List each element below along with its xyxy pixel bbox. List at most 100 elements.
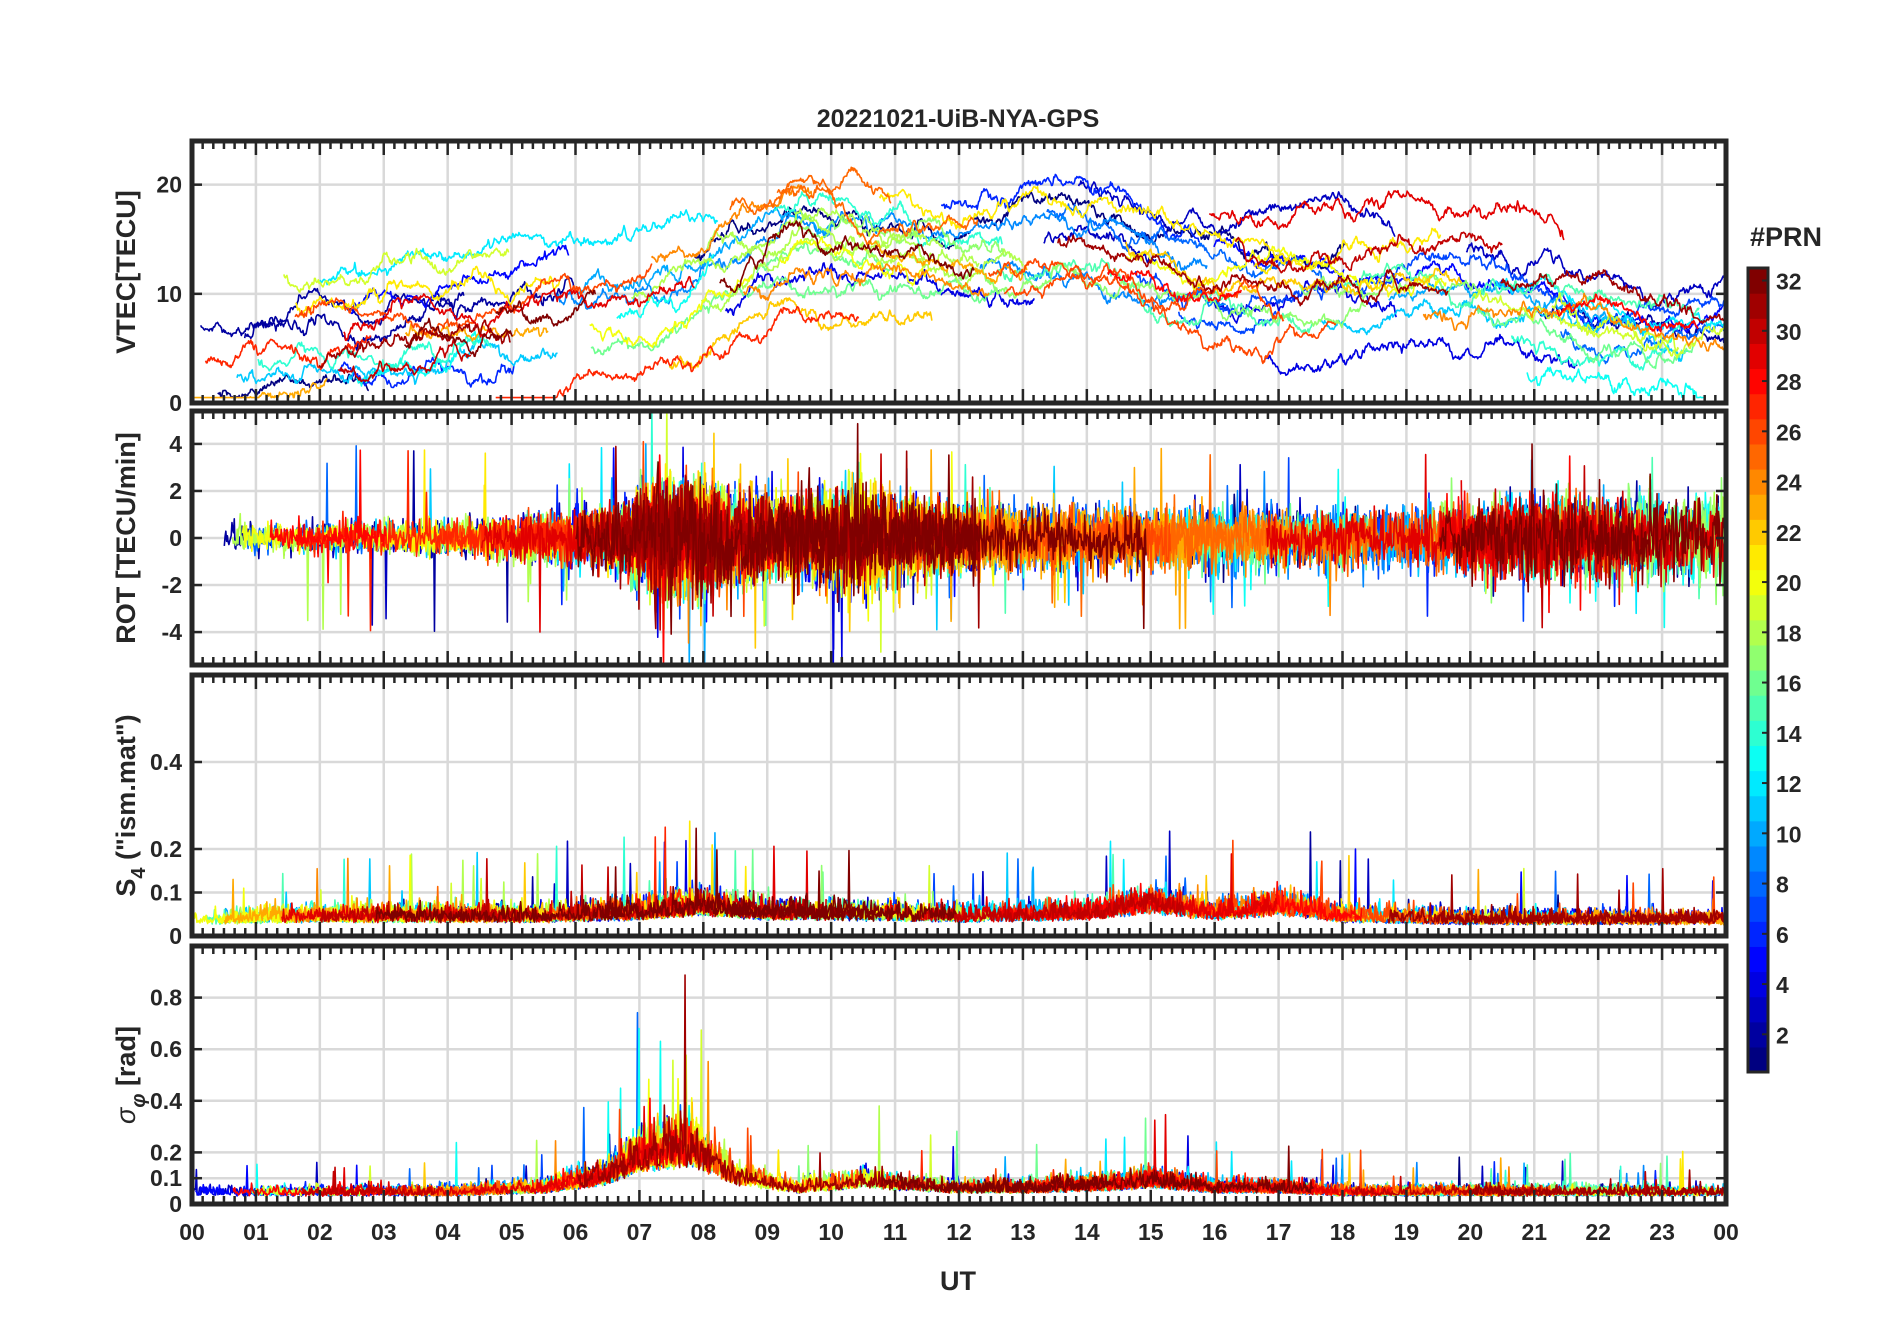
colorbar-swatch	[1748, 443, 1768, 470]
panel-sigma_phi-traces	[192, 974, 1726, 1198]
colorbar-swatch	[1748, 745, 1768, 772]
colorbar-tick-label: 4	[1776, 972, 1789, 998]
panel-rot-traces	[223, 411, 1726, 665]
colorbar-swatch	[1748, 720, 1768, 746]
trace-prn-32	[719, 220, 975, 294]
x-tick-label: 02	[307, 1219, 333, 1245]
trace-prn-31	[1387, 867, 1726, 926]
colorbar-tick-label: 18	[1776, 620, 1802, 646]
trace-prn-29	[1208, 189, 1565, 241]
trace-prn-4	[1264, 333, 1578, 377]
colorbar-swatch	[1748, 695, 1768, 721]
trace-prn-14	[773, 191, 1003, 249]
trace-prn-17	[793, 211, 1008, 257]
trace-prn-14	[1510, 324, 1682, 371]
colorbar-swatch	[1748, 418, 1768, 445]
x-tick-label: 14	[1074, 1219, 1100, 1245]
trace-prn-31	[1500, 269, 1726, 324]
trace-prn-7	[1177, 310, 1277, 335]
x-tick-label: 13	[1010, 1219, 1036, 1245]
y-tick-label: 2	[169, 478, 182, 504]
colorbar-swatch	[1748, 368, 1768, 395]
trace-prn-27	[495, 305, 860, 399]
colorbar-tick-label: 20	[1776, 570, 1802, 596]
trace-prn-17	[958, 261, 1367, 329]
trace-prn-28	[1106, 269, 1242, 303]
trace-prn-30	[1234, 231, 1503, 274]
panel-vtec-traces	[192, 166, 1726, 399]
colorbar-swatch	[1748, 971, 1768, 998]
trace-prn-6	[940, 173, 1201, 243]
trace-prn-32	[759, 422, 1147, 630]
colorbar-swatch	[1748, 393, 1768, 420]
x-tick-label: 12	[946, 1219, 972, 1245]
x-tick-label: 10	[818, 1219, 844, 1245]
x-axis: 00 01 02 03 04 05 06 07 08 09 10 11 12 13 14 15 16 17 18 19…	[179, 1219, 1739, 1245]
trace-prn-3	[1465, 242, 1726, 311]
colorbar-swatch	[1748, 268, 1768, 294]
colorbar-tick-label: 16	[1776, 671, 1802, 697]
panel-rot-ylabel: ROT [TECU/min]	[111, 432, 141, 643]
x-tick-label: 01	[243, 1219, 269, 1245]
x-tick-label: 15	[1138, 1219, 1164, 1245]
panel-vtec: 0 10 20 VTEC[TECU]	[111, 138, 1729, 416]
y-tick-label: 0.2	[150, 836, 182, 862]
colorbar-tick-label: 30	[1776, 319, 1802, 345]
colorbar-tick-label: 26	[1776, 419, 1802, 445]
panel-sigma_phi: 00.10.2 0.4 0.6 0.8σφ [rad]	[111, 943, 1729, 1217]
x-tick-label: 21	[1521, 1219, 1547, 1245]
colorbar-swatch	[1748, 494, 1768, 520]
colorbar-swatch	[1748, 1021, 1768, 1048]
x-tick-label: 19	[1394, 1219, 1420, 1245]
colorbar-swatch	[1748, 644, 1768, 671]
trace-prn-15	[993, 257, 1313, 334]
trace-prn-24	[742, 262, 990, 301]
trace-prn-26	[1003, 264, 1337, 365]
colorbar-swatch	[1748, 871, 1768, 897]
y-tick-label: 0.1	[150, 1165, 182, 1191]
x-tick-label: 00	[1713, 1219, 1739, 1245]
colorbar-tick-label: 28	[1776, 369, 1802, 395]
colorbar-swatch	[1748, 469, 1768, 495]
y-tick-label: 0	[169, 390, 182, 416]
trace-prn-28	[269, 449, 387, 584]
colorbar-tick-label: 8	[1776, 872, 1789, 898]
trace-prn-6	[338, 356, 515, 389]
trace-prn-15	[1341, 262, 1700, 317]
x-tick-label: 18	[1330, 1219, 1356, 1245]
x-tick-label: 09	[754, 1219, 780, 1245]
y-tick-label: 20	[156, 172, 182, 198]
trace-prn-32	[495, 289, 597, 327]
trace-prn-32	[374, 894, 632, 924]
x-tick-label: 17	[1266, 1219, 1292, 1245]
y-tick-label: 0.2	[150, 1139, 182, 1165]
chart-title: 20221021-UiB-NYA-GPS	[817, 105, 1100, 133]
trace-prn-20	[589, 274, 753, 349]
trace-prn-2	[199, 287, 465, 338]
colorbar-tick-label: 32	[1776, 269, 1802, 295]
trace-prn-8	[1046, 203, 1327, 285]
x-tick-label: 07	[627, 1219, 653, 1245]
y-tick-label: 0	[169, 1191, 182, 1217]
trace-prn-12	[319, 209, 719, 286]
colorbar-swatch	[1748, 318, 1768, 344]
colorbar-swatch	[1748, 996, 1768, 1023]
colorbar-swatch	[1748, 795, 1768, 822]
trace-prn-32	[943, 1145, 1314, 1194]
trace-prn-9	[554, 209, 869, 310]
colorbar-tick-label: 24	[1776, 470, 1802, 496]
trace-prn-13	[616, 253, 715, 320]
panel-vtec-minor-ticks	[190, 141, 1728, 405]
trace-prn-21	[1253, 227, 1442, 275]
x-axis-label: UT	[940, 1266, 976, 1296]
y-tick-label: 0.4	[150, 1088, 182, 1114]
colorbar-swatch	[1748, 569, 1768, 596]
colorbar-swatch	[1748, 921, 1768, 947]
trace-prn-11	[236, 337, 558, 386]
panel-s4-ylabel: S4 ("ism.mat")	[111, 714, 150, 896]
trace-prn-28	[1555, 293, 1699, 333]
trace-prn-30	[1350, 1170, 1726, 1198]
trace-prn-30	[337, 339, 472, 383]
